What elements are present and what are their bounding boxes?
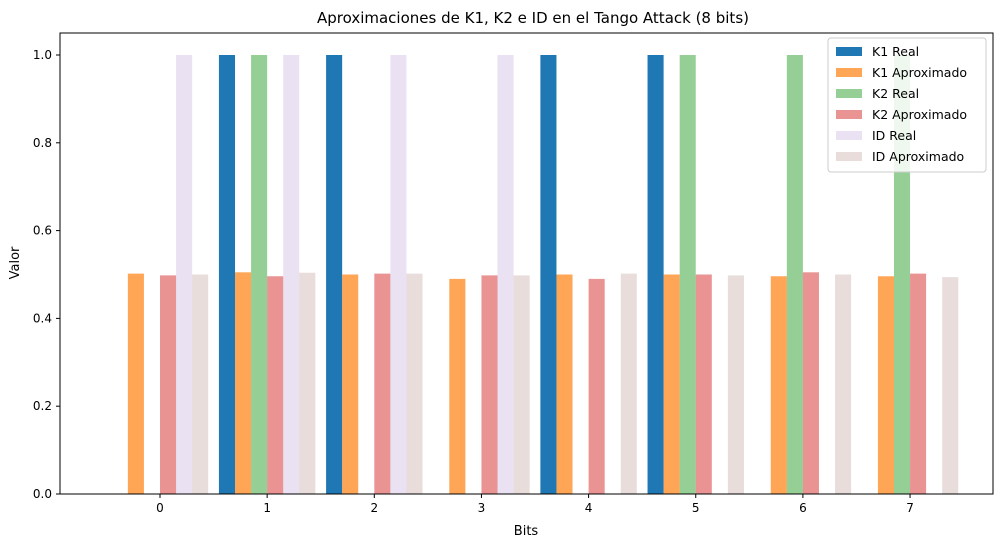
legend-label: K2 Aproximado [872, 107, 967, 122]
legend-swatch [836, 47, 862, 56]
legend-swatch [836, 68, 862, 77]
bar [127, 273, 144, 494]
legend-label: ID Real [872, 128, 916, 143]
bar [556, 274, 573, 494]
legend-swatch [836, 110, 862, 119]
bar [513, 275, 530, 494]
bar [802, 272, 819, 494]
bar [342, 274, 359, 494]
x-tick-label: 6 [799, 501, 807, 515]
series-k1-real [218, 55, 664, 494]
bar [910, 273, 927, 494]
bar [283, 55, 300, 494]
y-tick-label: 0.4 [33, 311, 52, 325]
bar [877, 276, 894, 494]
bar [176, 55, 193, 494]
legend-swatch [836, 89, 862, 98]
bar [770, 276, 787, 494]
bar [251, 55, 268, 494]
bar [786, 55, 803, 494]
bar [835, 274, 852, 494]
y-tick-label: 0.6 [33, 224, 52, 238]
y-axis-label: Valor [8, 246, 23, 279]
x-axis: 0 1 2 3 4 5 6 7 [156, 494, 914, 515]
y-tick-label: 0.2 [33, 399, 52, 413]
bar [326, 55, 343, 494]
y-tick-label: 1.0 [33, 48, 52, 62]
x-tick-label: 2 [370, 501, 378, 515]
bar [727, 275, 744, 494]
series-id-real [176, 55, 514, 494]
bar [192, 274, 209, 494]
bar [267, 276, 284, 494]
bar [942, 277, 959, 494]
bar [679, 55, 696, 494]
x-tick-label: 0 [156, 501, 164, 515]
legend-label: K1 Real [872, 44, 919, 59]
bar [620, 273, 637, 494]
bar [390, 55, 407, 494]
bar [160, 275, 177, 494]
legend-label: ID Aproximado [872, 149, 964, 164]
bar [588, 278, 605, 494]
y-tick-label: 0.8 [33, 136, 52, 150]
legend-swatch [836, 131, 862, 140]
x-tick-label: 3 [478, 501, 486, 515]
bar [540, 55, 557, 494]
series-k1-aproximado [127, 272, 894, 494]
series-id-aproximado [192, 272, 959, 494]
bar [374, 273, 391, 494]
plot-frame [59, 32, 994, 495]
bar [695, 274, 712, 494]
legend-label: K1 Aproximado [872, 65, 967, 80]
y-tick-label: 0.0 [33, 487, 52, 501]
bar [218, 55, 236, 494]
bar [663, 274, 680, 494]
bar [647, 55, 664, 494]
x-tick-label: 1 [263, 501, 271, 515]
bar [481, 275, 498, 494]
x-tick-label: 4 [585, 501, 593, 515]
legend: K1 Real K1 Aproximado K2 Real K2 Aproximado… [827, 37, 987, 173]
bar [497, 55, 514, 494]
bar [235, 272, 252, 494]
plot-area [127, 55, 959, 494]
chart-title: Aproximaciones de K1, K2 e ID en el Tang… [317, 9, 749, 27]
legend-box [827, 37, 987, 173]
bar [406, 273, 423, 494]
series-k2-aproximado [160, 272, 927, 494]
y-axis: 0.0 0.2 0.4 0.6 0.8 1.0 [33, 48, 60, 501]
x-tick-label: 7 [906, 501, 914, 515]
legend-swatch [836, 152, 862, 161]
x-tick-label: 5 [692, 501, 700, 515]
bar [299, 272, 316, 494]
bar [449, 278, 466, 494]
legend-label: K2 Real [872, 86, 919, 101]
x-axis-label: Bits [514, 524, 539, 539]
